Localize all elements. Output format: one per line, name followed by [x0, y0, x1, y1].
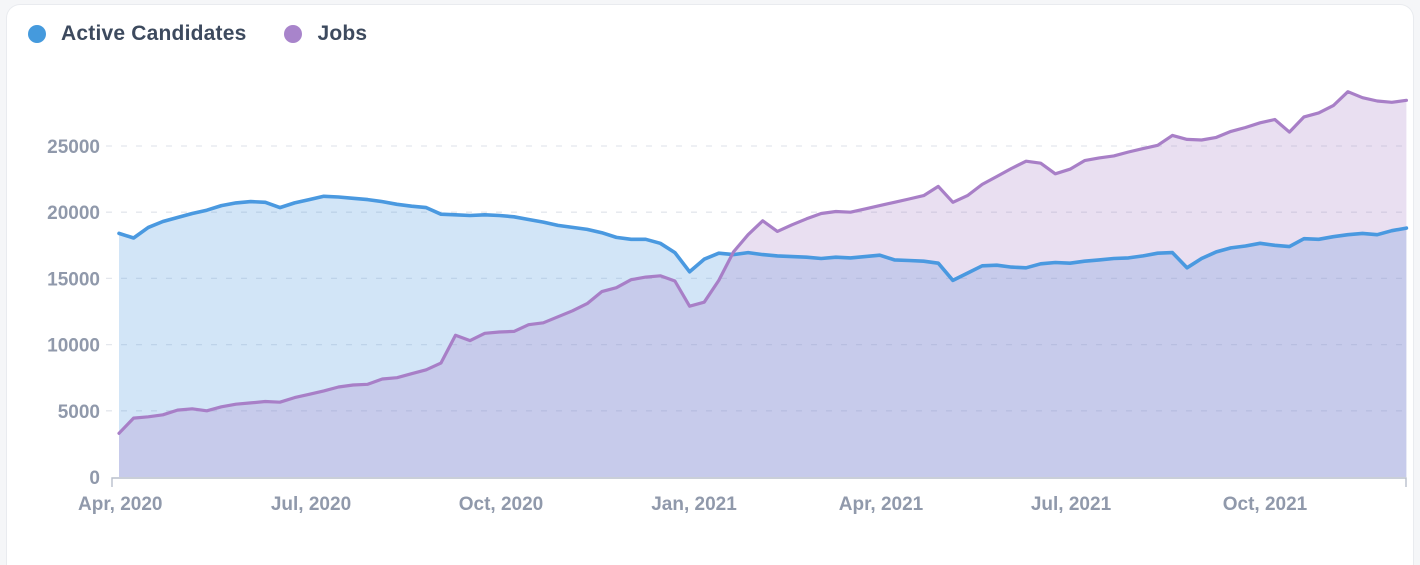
area-active-candidates[interactable]: [119, 196, 1407, 478]
active-candidates-dot-icon: [28, 25, 46, 43]
legend-label-jobs: Jobs: [317, 22, 368, 45]
jobs-candidates-area-chart[interactable]: 0 5000 10000 15000 20000 25000 Apr, 2020 Jul, 2…: [0, 0, 1420, 538]
legend-item-jobs[interactable]: Jobs: [284, 22, 367, 46]
line-jobs[interactable]: [117, 90, 1409, 435]
chart-legend: Active Candidates Jobs: [28, 22, 367, 46]
line-active-candidates[interactable]: [117, 194, 1409, 283]
legend-label-active-candidates: Active Candidates: [61, 22, 247, 45]
x-axis-tick-label: Jan, 2021: [651, 494, 737, 515]
y-axis-tick-label: 25000: [47, 137, 100, 158]
x-axis-domain: [111, 477, 1407, 487]
x-axis-tick-label: Jul, 2020: [271, 494, 351, 515]
x-axis-tick-label: Jul, 2021: [1031, 494, 1112, 515]
area-jobs[interactable]: [119, 91, 1407, 477]
legend-item-active-candidates[interactable]: Active Candidates: [28, 22, 246, 46]
chart-card: [6, 4, 1414, 565]
x-axis-tick-label: Apr, 2020: [78, 494, 163, 515]
x-axis-tick-label: Apr, 2021: [839, 494, 924, 515]
y-axis-tick-label: 20000: [47, 203, 100, 224]
y-axis-tick-label: 10000: [47, 336, 100, 357]
x-axis-tick-label: Oct, 2020: [459, 494, 544, 515]
x-axis-tick-label: Oct, 2021: [1223, 494, 1308, 515]
jobs-dot-icon: [284, 25, 303, 43]
y-axis-tick-label: 0: [89, 468, 100, 489]
y-axis-tick-label: 15000: [47, 269, 100, 290]
y-axis-tick-label: 5000: [58, 402, 100, 423]
